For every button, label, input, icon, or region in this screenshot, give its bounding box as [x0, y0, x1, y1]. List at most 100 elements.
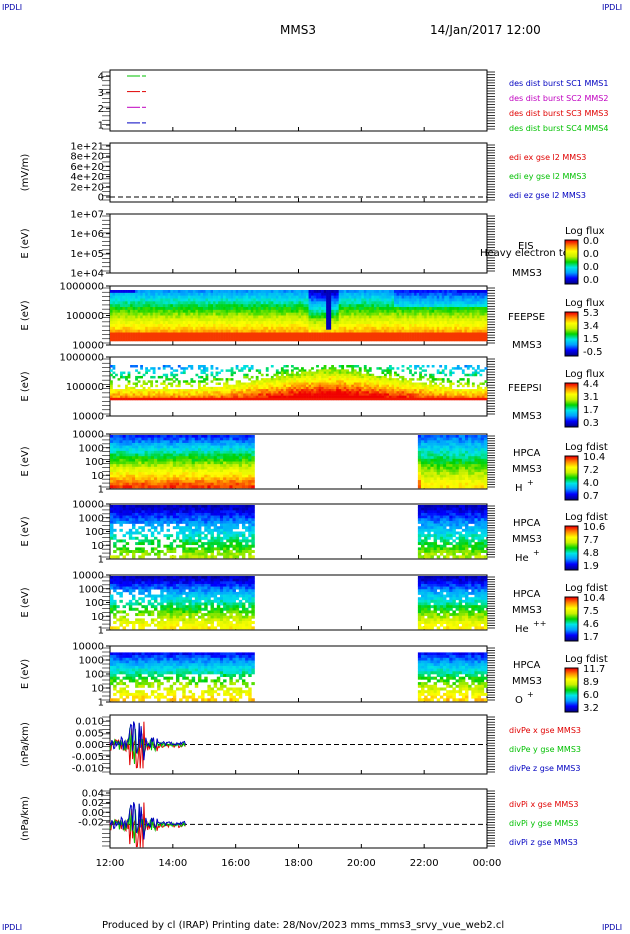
feepse-cell — [130, 307, 133, 311]
feepsi-cell — [411, 373, 415, 377]
feepse-cell — [373, 321, 377, 325]
feepse-cell — [449, 321, 453, 325]
feepse-cell — [446, 304, 450, 308]
feepse-cell — [218, 298, 221, 302]
hpca_he-ylabel: E (eV) — [20, 516, 31, 546]
feepse-cell — [431, 318, 435, 322]
feepse-cbar-cell — [565, 348, 578, 350]
feepsi-cell — [240, 386, 244, 390]
feepse-cell — [371, 338, 375, 342]
feepse-cell — [321, 292, 324, 296]
feepsi-cell — [245, 382, 249, 385]
feepse-cell — [220, 329, 224, 333]
feepsi-cell — [401, 365, 405, 368]
feepse-cell — [358, 335, 362, 339]
feepsi-cell — [285, 389, 289, 392]
feepsi-cell — [265, 393, 269, 396]
feepse-cell — [328, 290, 332, 294]
feepse-cell — [331, 292, 334, 296]
feepsi-cell — [358, 389, 362, 392]
feepse-cell — [421, 301, 425, 305]
feepsi-cell — [200, 391, 204, 394]
feepsi-cell — [120, 397, 123, 401]
feepsi-cell — [308, 384, 312, 388]
feepse-cell — [406, 335, 410, 339]
feepse-cell — [358, 301, 362, 305]
feepsi-cell — [311, 373, 314, 377]
feepse-cell — [127, 290, 131, 294]
feepsi-cell — [343, 369, 347, 372]
feepse-cell — [311, 312, 314, 316]
feepsi-cell — [461, 384, 465, 388]
feepse-cell — [117, 318, 121, 322]
feepse-cell — [295, 309, 299, 313]
feepse-cell — [346, 301, 350, 305]
feepse-cell — [280, 332, 284, 336]
feepse-cell — [280, 329, 284, 333]
feepsi-cell — [208, 395, 211, 399]
feepse-cell — [383, 324, 387, 328]
feepsi-cell — [152, 397, 156, 401]
feepsi-cell — [366, 378, 370, 381]
feepsi-cell — [180, 397, 184, 401]
feepsi-cell — [301, 369, 304, 372]
feepse-cell — [421, 318, 425, 322]
feepsi-cell — [406, 397, 410, 401]
feepse-cell — [127, 332, 131, 336]
feepsi-cell — [200, 397, 204, 401]
feepsi-cell — [130, 386, 133, 390]
feepse-cell — [308, 324, 312, 328]
feepsi-cell — [306, 386, 309, 390]
feepse-cell — [283, 315, 287, 319]
feepse-ylabel: E (eV) — [20, 300, 31, 330]
feepsi-cell — [245, 373, 249, 377]
feepse-cell — [454, 318, 458, 322]
feepse-cell — [125, 332, 128, 336]
feepse-cell — [190, 318, 194, 322]
feepse-cell — [288, 304, 292, 308]
feepsi-cell — [318, 391, 322, 394]
feepse-cell — [356, 318, 360, 322]
feepse-cell — [192, 326, 196, 330]
feepse-cell — [311, 292, 314, 296]
feepse-cell — [346, 312, 350, 316]
feepsi-cell — [135, 378, 138, 381]
feepse-cell — [424, 307, 427, 311]
feepsi-cell — [381, 397, 385, 401]
feepsi-cell — [253, 384, 257, 388]
feepsi-cell — [160, 397, 164, 401]
feepsi-cell — [278, 386, 282, 390]
feepse-cell — [434, 332, 438, 336]
feepse-cell — [353, 326, 357, 330]
feepsi-cell — [321, 391, 324, 394]
feepse-cell — [331, 312, 334, 316]
feepse-cell — [426, 315, 430, 319]
feepse-cbar-cell — [565, 326, 578, 328]
feepse-cell — [368, 298, 372, 302]
feepse-cell — [388, 298, 392, 302]
eis-sc-label: MMS3 — [512, 268, 542, 279]
feepsi-cell — [147, 397, 151, 401]
feepsi-cell — [421, 384, 425, 388]
feepsi-cell — [348, 393, 352, 396]
feepse-cell — [368, 329, 372, 333]
feepsi-cell — [233, 395, 236, 399]
feepse-cell — [376, 326, 380, 330]
feepse-cell — [195, 295, 199, 299]
feepse-cell — [213, 321, 216, 325]
feepsi-cell — [130, 397, 133, 401]
edi-frame — [109, 142, 488, 203]
feepse-cell — [311, 324, 314, 328]
feepse-cell — [253, 324, 257, 328]
feepsi-cell — [202, 393, 206, 396]
feepse-cell — [260, 338, 264, 342]
feepse-cell — [213, 312, 216, 316]
feepsi-cell — [341, 371, 345, 375]
feepsi-cell — [120, 391, 123, 394]
feepse-cell — [175, 304, 179, 308]
feepse-cell — [240, 315, 244, 319]
feepse-cell — [147, 329, 151, 333]
feepse-cell — [177, 324, 181, 328]
feepse-cell — [301, 292, 304, 296]
feepse-cell — [409, 309, 412, 313]
